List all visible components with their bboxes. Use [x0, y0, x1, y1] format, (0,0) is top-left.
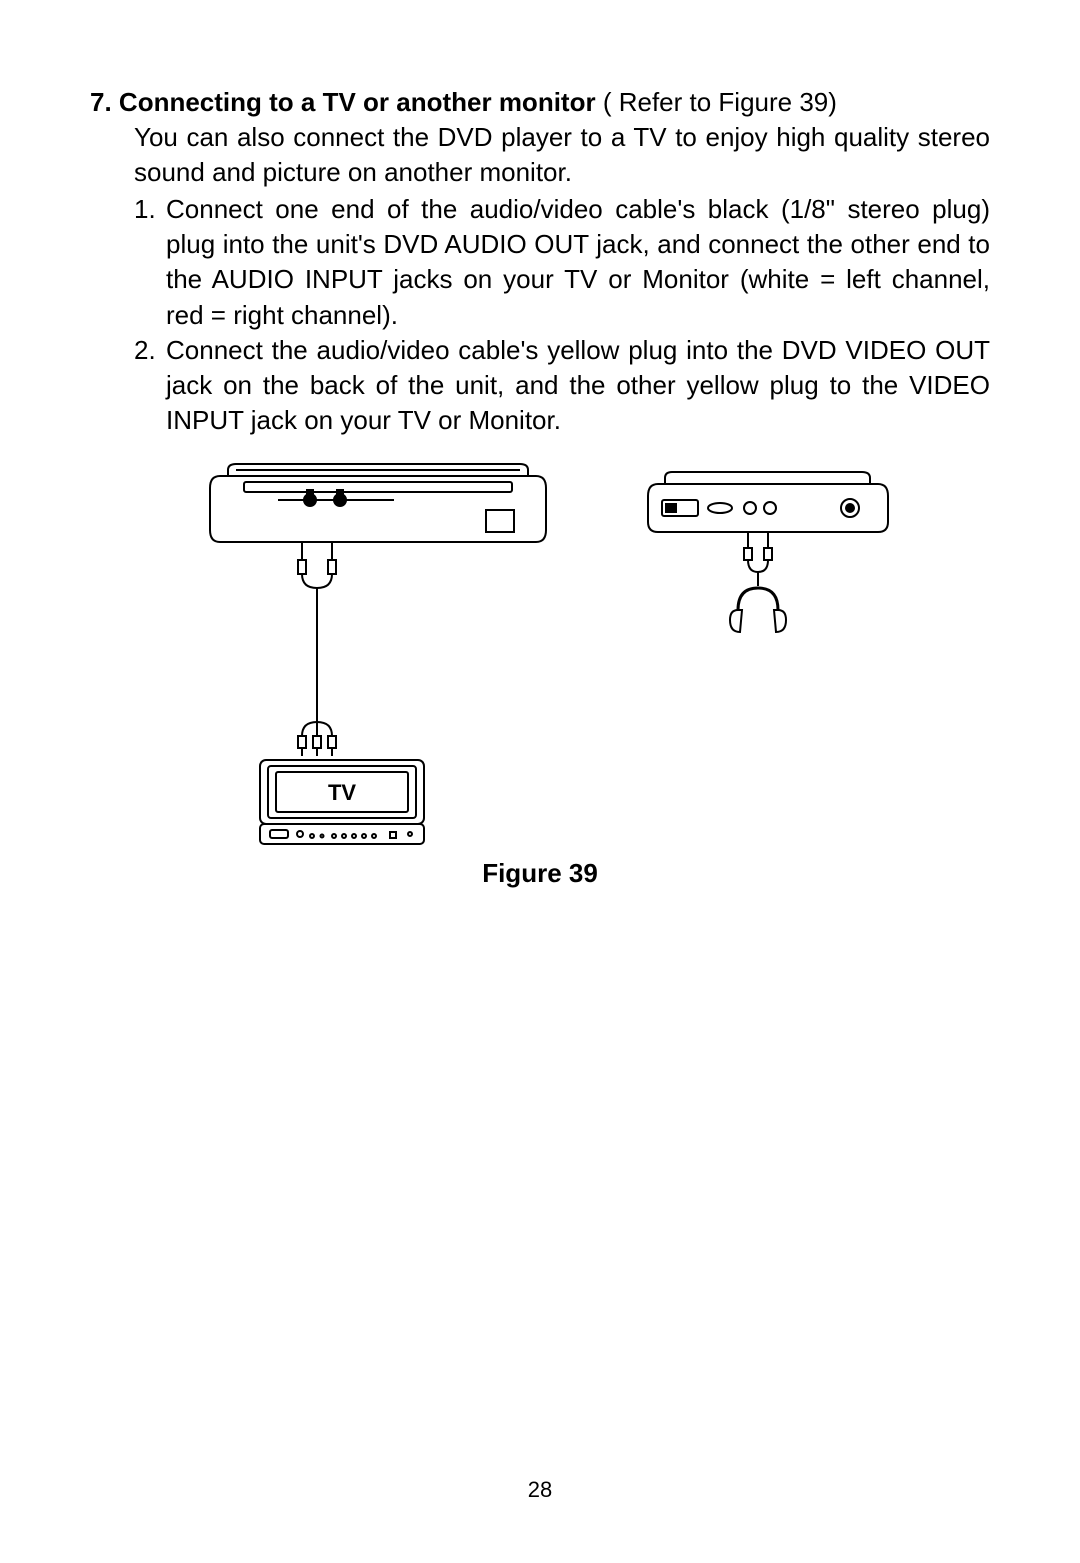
intro-text: You can also connect the DVD player to a…: [134, 120, 990, 190]
connection-diagram: TV: [190, 460, 890, 850]
figure-39: TV: [90, 460, 990, 889]
tv-label: TV: [328, 780, 356, 805]
list-text: Connect the audio/video cable's yellow p…: [166, 333, 990, 438]
figure-caption: Figure 39: [482, 858, 598, 889]
dvd-unit-front: [210, 464, 546, 542]
list-number: 2.: [134, 333, 166, 438]
instruction-list: 1. Connect one end of the audio/video ca…: [134, 192, 990, 438]
av-cable-left: [298, 542, 336, 756]
headphone-cable: [730, 532, 786, 632]
page-number: 28: [0, 1477, 1080, 1503]
list-item: 1. Connect one end of the audio/video ca…: [134, 192, 990, 332]
dvd-unit-side: [648, 472, 888, 532]
section-heading: 7. Connecting to a TV or another monitor…: [90, 85, 990, 120]
section-refer: ( Refer to Figure 39): [603, 87, 837, 117]
section-title: Connecting to a TV or another monitor: [119, 87, 596, 117]
list-number: 1.: [134, 192, 166, 332]
section-number: 7.: [90, 87, 112, 117]
list-text: Connect one end of the audio/video cable…: [166, 192, 990, 332]
list-item: 2. Connect the audio/video cable's yello…: [134, 333, 990, 438]
